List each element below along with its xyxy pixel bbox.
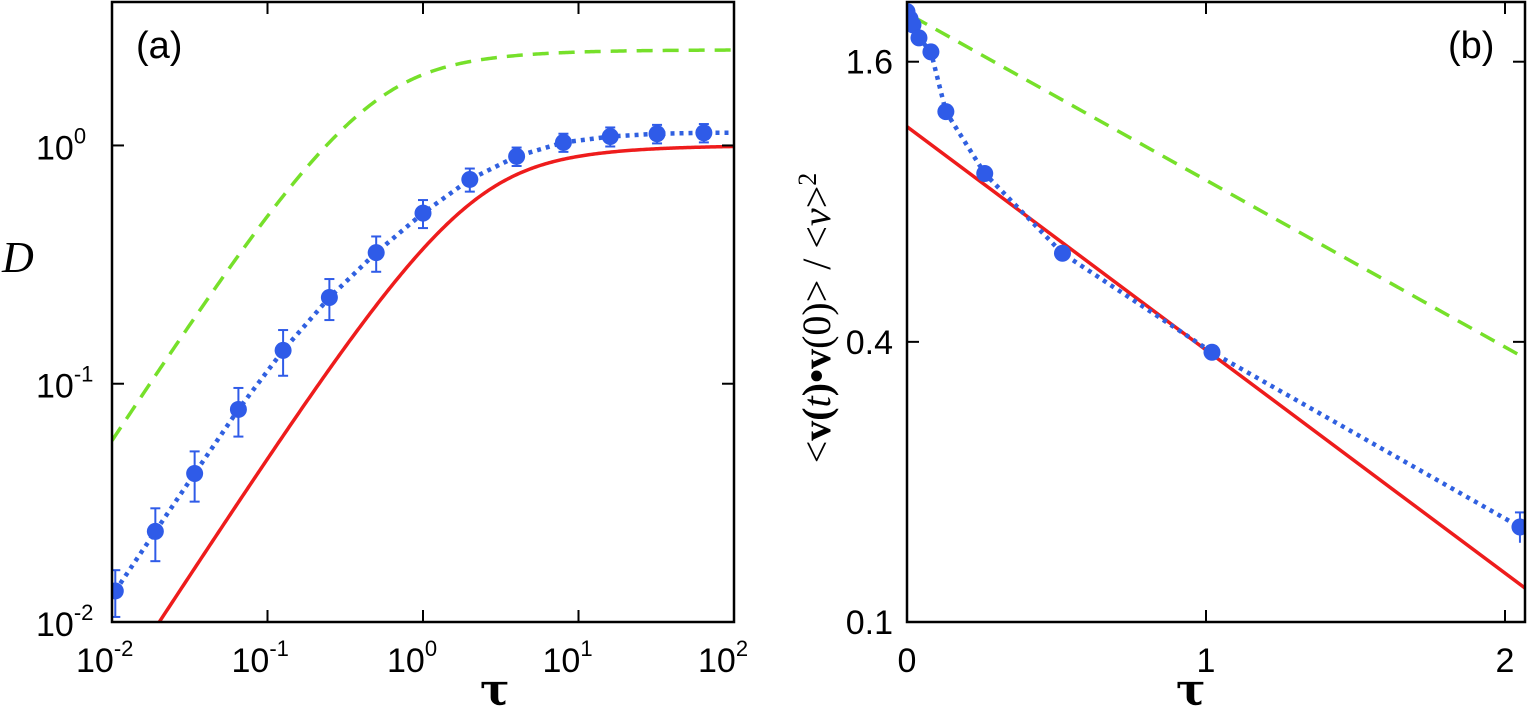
b-data-point (922, 43, 940, 61)
b-data-point (976, 165, 994, 183)
panel-b-ylabel: <v(t)•v(0)> / <v>2 (793, 173, 840, 464)
ylabel-v3: v (794, 208, 839, 226)
a-xtick-base: 10 (232, 642, 270, 680)
a-data-point (229, 400, 247, 418)
ylabel-sq: 2 (793, 173, 822, 186)
ylabel-v2: v (794, 349, 839, 369)
a-ytick-label: 10-1 (36, 362, 93, 406)
a-data-point (648, 125, 666, 143)
a-data-point (554, 133, 572, 151)
ylabel-t: t (794, 395, 839, 407)
a-ytick-base: 10 (36, 129, 74, 167)
panel-a-ylabel: D (1, 233, 34, 282)
panel-b-frame (905, 0, 1527, 624)
panel-a-xlabel: τ (480, 665, 510, 716)
ylabel-gt: > (794, 186, 839, 209)
b-data-point (937, 103, 955, 121)
a-ytick-exp: -1 (74, 362, 94, 387)
a-xtick-exp: 0 (425, 636, 437, 661)
a-data-point (601, 128, 619, 146)
b-green-dashed-line (912, 15, 1525, 361)
ylabel-lt: < (794, 441, 839, 464)
a-xtick-label: 102 (698, 636, 748, 680)
b-ytick-label: 0.1 (846, 604, 893, 642)
a-green-dashed-curve (112, 48, 734, 442)
a-xtick-label: 10-2 (76, 636, 133, 680)
a-xtick-exp: -1 (269, 636, 289, 661)
a-xtick-exp: 2 (736, 636, 748, 661)
b-data-point (1511, 518, 1525, 536)
panel-a-label: (a) (136, 25, 182, 67)
b-red-solid-line (907, 125, 1525, 591)
b-xtick-label: 0 (898, 642, 917, 680)
b-xtick-label: 2 (1496, 642, 1515, 680)
a-xtick-base: 10 (387, 642, 425, 680)
b-ytick-label: 1.6 (846, 44, 893, 82)
panel-a-plot-area (112, 48, 734, 622)
panel-b: 0 1 20.10.41.6 (b) τ <v(t)•v(0)> / <v>2 (793, 0, 1527, 716)
a-xtick-base: 10 (76, 642, 114, 680)
a-data-point (508, 147, 526, 165)
panel-b-label: (b) (1448, 25, 1494, 67)
panel-b-xlabel: τ (1176, 665, 1206, 716)
ylabel-v1: v (794, 421, 839, 441)
b-data-point (1203, 343, 1221, 361)
a-ytick-label: 100 (36, 123, 86, 167)
a-data-point (274, 341, 292, 359)
a-data-point (186, 464, 204, 482)
a-xtick-base: 10 (543, 642, 581, 680)
a-data-point (461, 170, 479, 188)
a-blue-dotted-curve (113, 130, 734, 593)
a-red-solid-curve (157, 144, 734, 622)
b-xtick-label: 1 (1197, 642, 1216, 680)
b-data-point (907, 16, 922, 34)
a-ytick-exp: 0 (74, 123, 86, 148)
a-ytick-exp: -2 (74, 600, 94, 625)
a-ytick-base: 10 (36, 368, 74, 406)
a-data-point (367, 244, 385, 262)
a-data-point (320, 289, 338, 307)
b-ytick-label: 0.4 (846, 324, 893, 362)
b-data-point (1053, 244, 1071, 262)
panel-b-plot-area (907, 3, 1525, 591)
a-data-point (146, 522, 164, 540)
ylabel-dot: )• (794, 369, 839, 396)
a-xtick-label: 100 (387, 636, 437, 680)
a-xtick-label: 10-1 (232, 636, 289, 680)
panel-a-frame (110, 0, 736, 624)
b-data-point (910, 29, 928, 47)
a-xtick-exp: 1 (580, 636, 592, 661)
a-ytick-label: 10-2 (36, 600, 93, 644)
a-data-point (414, 204, 432, 222)
a-xtick-base: 10 (698, 642, 736, 680)
ylabel-open: ( (794, 407, 839, 420)
a-data-point (695, 124, 713, 142)
a-xtick-exp: -2 (114, 636, 134, 661)
panel-b-ticks: 0 1 2 0.1 0.4 1.6 (846, 2, 1525, 680)
a-data-point (112, 582, 124, 600)
a-ytick-base: 10 (36, 606, 74, 644)
a-xtick-label: 101 (543, 636, 593, 680)
ylabel-mid: (0)> / < (794, 226, 839, 349)
